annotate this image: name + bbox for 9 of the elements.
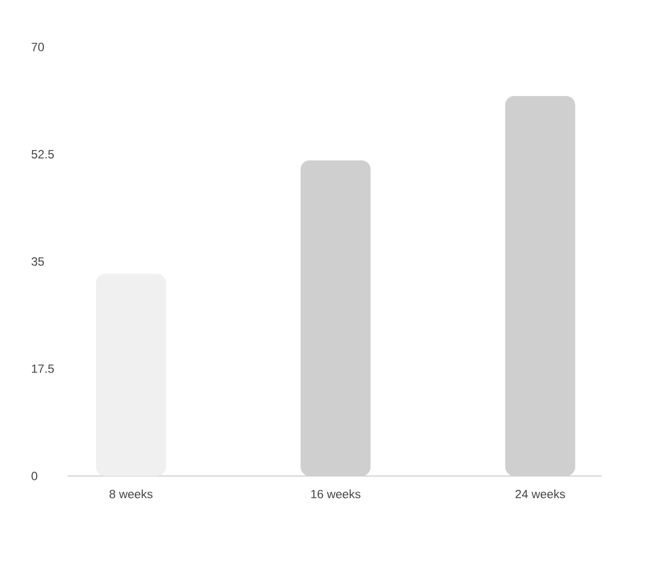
y-tick-label: 0 (32, 472, 38, 480)
y-tick-label: 70 (32, 42, 44, 52)
y-tick-label: 52.5 (32, 150, 54, 158)
x-tick-label: 8 weeks (110, 490, 152, 498)
x-tick-label: 24 weeks (516, 490, 566, 498)
y-tick-label: 17.5 (32, 364, 54, 373)
y-tick-label: 35 (32, 257, 44, 266)
x-tick-label: 16 weeks (311, 490, 360, 498)
bar (96, 274, 166, 476)
